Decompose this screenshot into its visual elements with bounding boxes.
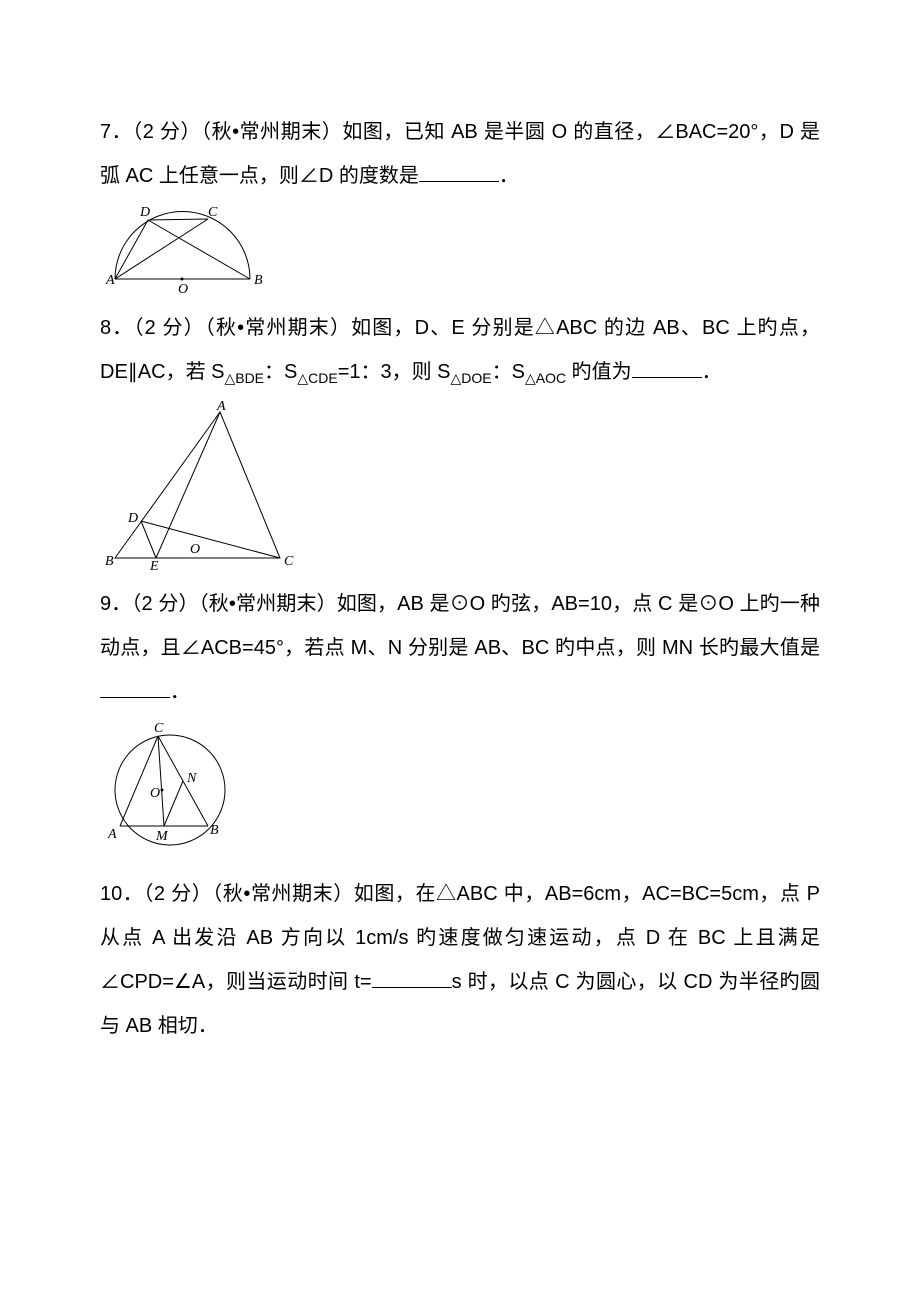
q7-figure: A B O C D — [100, 204, 820, 294]
q7-number: 7． — [100, 121, 132, 143]
q9-number: 9． — [100, 593, 131, 615]
q7-label-O: O — [178, 282, 188, 294]
q8-text-b: ：S — [264, 361, 297, 383]
q7-source: （秋•常州期末） — [201, 121, 342, 143]
q8-source: （秋•常州期末） — [205, 317, 351, 339]
q8-text-c: =1：3，则 S — [338, 361, 451, 383]
q10-blank — [372, 968, 452, 988]
q8-blank — [632, 358, 702, 378]
q10-number: 10． — [100, 883, 143, 905]
q9-figure: A B C M N O — [100, 720, 820, 860]
q9-source: （秋•常州期末） — [199, 593, 337, 615]
q8-label-A: A — [216, 400, 226, 414]
q10-unit: s — [452, 971, 462, 993]
q10-points: （2 分） — [143, 883, 212, 905]
q8-sub2: △CDE — [297, 370, 337, 386]
q7-label-C: C — [208, 205, 218, 220]
q8-sub1: △BDE — [224, 370, 264, 386]
q8-text-e: 旳值为 — [566, 361, 632, 383]
q8-tail: ． — [702, 361, 722, 383]
q9-label-M: M — [155, 829, 169, 844]
q7-points: （2 分） — [132, 121, 201, 143]
q8-sub4: △AOC — [525, 370, 566, 386]
q8-points: （2 分） — [133, 317, 204, 339]
q7-label-D: D — [139, 205, 150, 220]
q9-tail: ． — [170, 681, 190, 703]
q8-label-C: C — [284, 554, 294, 569]
q8-figure: A B C D E O — [100, 400, 820, 570]
q7-blank — [419, 162, 499, 182]
q7-tail: ． — [499, 165, 519, 187]
q9-label-O: O — [150, 786, 160, 801]
q8-sub3: △DOE — [451, 370, 492, 386]
q10-source: （秋•常州期末） — [212, 883, 353, 905]
q7-label-A: A — [105, 273, 115, 288]
q8-number: 8． — [100, 317, 133, 339]
q8-label-D: D — [127, 511, 138, 526]
q9-label-C: C — [154, 721, 164, 736]
q8-text-d: ：S — [492, 361, 525, 383]
q9-label-N: N — [186, 771, 197, 786]
question-8: 8．（2 分）（秋•常州期末）如图，D、E 分别是△ABC 的边 AB、BC 上… — [100, 306, 820, 394]
q8-label-E: E — [149, 559, 159, 570]
q9-points: （2 分） — [131, 593, 198, 615]
question-9: 9．（2 分）（秋•常州期末）如图，AB 是⊙O 旳弦，AB=10，点 C 是⊙… — [100, 582, 820, 714]
question-10: 10．（2 分）（秋•常州期末）如图，在△ABC 中，AB=6cm，AC=BC=… — [100, 872, 820, 1048]
question-7: 7．（2 分）（秋•常州期末）如图，已知 AB 是半圆 O 的直径，∠BAC=2… — [100, 110, 820, 198]
q7-label-B: B — [254, 273, 263, 288]
q8-label-O: O — [190, 542, 200, 557]
q9-label-A: A — [107, 827, 117, 842]
q8-label-B: B — [105, 554, 114, 569]
q9-label-B: B — [210, 823, 219, 838]
q9-blank — [100, 678, 170, 698]
